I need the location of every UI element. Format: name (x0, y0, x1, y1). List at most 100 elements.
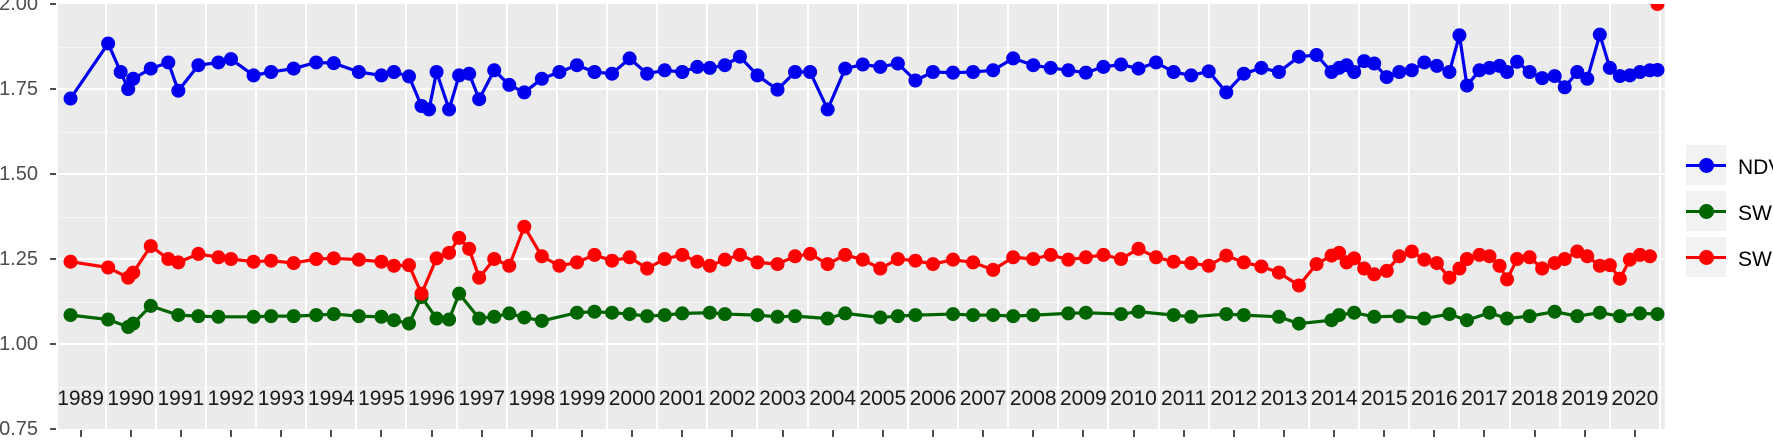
data-point (1254, 259, 1269, 274)
data-point (401, 69, 416, 84)
data-point (191, 246, 206, 261)
grid-major-vertical (505, 4, 508, 429)
x-tick-mark (1483, 430, 1486, 437)
data-point (732, 49, 747, 64)
x-tick-label: 2000 (608, 387, 656, 410)
data-point (1026, 252, 1041, 266)
data-point (487, 63, 502, 78)
x-tick-mark (79, 430, 82, 437)
data-point (1291, 316, 1306, 331)
data-point (552, 258, 567, 273)
data-point (1219, 248, 1234, 263)
data-point (1184, 309, 1199, 324)
grid-major-vertical (1458, 4, 1461, 429)
data-point (1113, 252, 1128, 266)
grid-major-vertical (706, 4, 709, 429)
data-point (1096, 247, 1111, 262)
y-tick-mark (50, 258, 56, 260)
data-point (1522, 250, 1537, 265)
data-point (770, 309, 785, 324)
grid-major-vertical (1308, 4, 1310, 429)
data-point (569, 255, 584, 270)
x-tick-mark (1433, 430, 1436, 437)
series-line (68, 33, 1660, 111)
grid-major-vertical (656, 4, 659, 429)
data-point (1006, 51, 1021, 66)
data-point (855, 57, 870, 72)
data-point (246, 68, 261, 83)
data-point (414, 286, 429, 301)
series-swir2 (63, 286, 1665, 334)
x-tick-mark (1132, 430, 1135, 437)
grid-major-vertical (154, 4, 157, 429)
data-point (1522, 65, 1537, 79)
data-point (770, 257, 785, 272)
data-point (1219, 85, 1234, 100)
data-point (1061, 63, 1076, 78)
data-point (1392, 65, 1407, 79)
x-tick-label: 2002 (709, 387, 756, 410)
x-tick-label: 2004 (809, 387, 857, 410)
data-point (1347, 251, 1362, 266)
data-point (326, 56, 341, 71)
data-point (429, 65, 444, 79)
x-tick-label: 2016 (1410, 387, 1458, 410)
data-point (788, 309, 803, 324)
x-tick-mark (430, 430, 433, 437)
data-point (422, 102, 437, 117)
x-tick-label: 2013 (1260, 387, 1308, 410)
data-point (1592, 258, 1607, 273)
data-point (966, 255, 981, 270)
data-point (374, 309, 389, 324)
data-point (1236, 255, 1251, 270)
x-tick-mark (781, 430, 784, 437)
legend-key-swir2[interactable] (1686, 191, 1726, 231)
data-point (223, 252, 238, 266)
x-tick-mark (1082, 430, 1085, 437)
data-point (1500, 311, 1515, 326)
grid-major-vertical (1107, 4, 1110, 429)
data-point (101, 312, 116, 327)
plot-panel: 1989 1990 1991 1992 1993 1994 1995 1996 1997 1998… (58, 4, 1665, 429)
data-point (502, 77, 517, 92)
data-point (1392, 249, 1407, 264)
grid-major-vertical (104, 4, 107, 429)
data-point (946, 65, 961, 80)
data-point (1006, 250, 1021, 265)
x-tick-label: 1999 (558, 387, 606, 410)
legend-key-ndvi[interactable] (1686, 145, 1726, 185)
data-point (1166, 308, 1181, 323)
data-point (1271, 265, 1286, 280)
data-point (1580, 249, 1595, 264)
data-point (1650, 307, 1665, 322)
data-point (211, 309, 226, 324)
data-point (161, 55, 176, 70)
grid-major-vertical (355, 4, 358, 429)
data-point (838, 306, 853, 321)
y-tick-label: 1.50 (0, 163, 38, 185)
data-point (622, 51, 637, 66)
x-tick-label: 2005 (859, 387, 907, 410)
x-tick-label: 2020 (1611, 387, 1659, 410)
data-point (1006, 309, 1021, 324)
x-tick-mark (129, 430, 132, 437)
data-point (702, 60, 717, 75)
series-swir1 (63, 4, 1665, 301)
x-tick-mark (1282, 430, 1285, 437)
legend-key-swir1[interactable] (1686, 237, 1726, 277)
series-layer (63, 4, 1665, 334)
data-point (890, 56, 905, 71)
x-tick-mark (1032, 430, 1035, 437)
x-tick-label: 2006 (909, 387, 957, 410)
data-point (1392, 309, 1407, 324)
data-point (855, 252, 870, 267)
x-tick-label: 1993 (257, 387, 305, 410)
data-point (211, 250, 226, 265)
data-point (890, 309, 905, 324)
y-tick-mark (50, 343, 56, 345)
data-point (690, 59, 705, 74)
data-point (264, 253, 279, 268)
data-point (401, 258, 416, 273)
x-tick-label: 1991 (157, 387, 205, 410)
data-point (1429, 58, 1444, 73)
